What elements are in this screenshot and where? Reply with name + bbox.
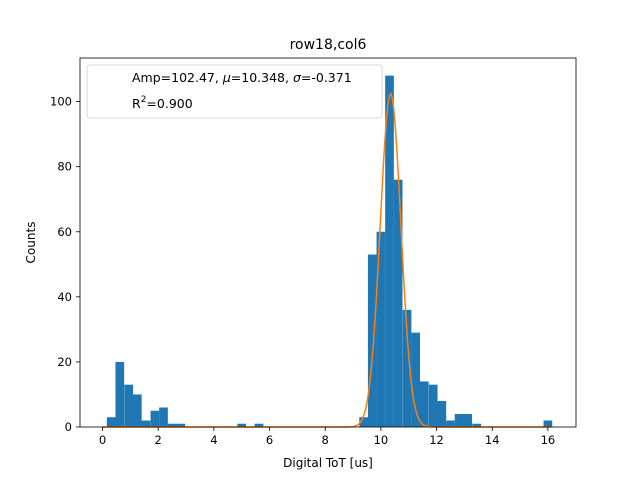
legend-amp-text: Amp=102.47, (132, 70, 223, 85)
histogram-bar (106, 417, 116, 427)
histogram-bar (115, 361, 125, 427)
x-tick-label: 4 (210, 433, 217, 447)
histogram-bar (428, 384, 438, 427)
y-tick-label: 80 (57, 160, 72, 174)
legend-r-superscript: 2 (141, 95, 147, 105)
histogram-bar (237, 423, 247, 427)
legend-sigma-text: =-0.371 (301, 70, 352, 85)
legend-mu-symbol: μ (222, 70, 231, 85)
x-tick-label: 16 (541, 433, 556, 447)
histogram-bars (106, 75, 553, 428)
legend-entry-fit-params: Amp=102.47, μ=10.348, σ=-0.371 (132, 70, 352, 85)
legend-box (86, 64, 383, 119)
y-tick-label: 100 (50, 95, 72, 109)
legend-mu-text: =10.348, (231, 70, 293, 85)
chart-title: row18,col6 (290, 37, 367, 53)
histogram-bar (359, 417, 368, 427)
histogram-bar (150, 410, 160, 427)
legend-r-value: =0.900 (146, 96, 192, 111)
histogram-bar (159, 407, 168, 427)
histogram-bar (463, 413, 473, 427)
x-tick-label: 2 (155, 433, 162, 447)
x-axis-label: Digital ToT [us] (283, 456, 373, 470)
y-tick-label: 60 (57, 225, 72, 239)
histogram-bar (385, 75, 394, 428)
x-tick-label: 12 (429, 433, 444, 447)
y-tick-label: 0 (65, 420, 72, 434)
histogram-bar (437, 400, 447, 427)
y-axis-label: Counts (24, 222, 38, 264)
histogram-bar (472, 423, 481, 427)
y-tick-label: 40 (57, 290, 72, 304)
histogram-bar (393, 179, 403, 427)
histogram-bar (543, 420, 553, 427)
x-tick-label: 6 (266, 433, 273, 447)
legend-sigma-symbol: σ (293, 70, 302, 85)
histogram-bar (254, 423, 264, 427)
x-tick-label: 0 (99, 433, 106, 447)
legend-r-text: R (132, 96, 141, 111)
histogram-bar (141, 420, 151, 427)
legend-entry-r-squared: R2=0.900 (132, 95, 193, 111)
histogram-bar (411, 332, 421, 427)
plot-frame (79, 57, 577, 428)
histogram-bar (402, 309, 412, 427)
y-axis-ticks: 0 20 40 60 80 100 (50, 95, 80, 434)
x-tick-label: 8 (322, 433, 329, 447)
histogram-bar (176, 423, 186, 427)
x-tick-label: 10 (374, 433, 389, 447)
y-tick-label: 20 (57, 355, 72, 369)
histogram-bar (376, 231, 386, 427)
histogram-bar (124, 384, 134, 427)
x-tick-label: 14 (485, 433, 500, 447)
legend: Amp=102.47, μ=10.348, σ=-0.371 R2=0.900 (86, 64, 383, 119)
gaussian-fit-line (102, 91, 551, 428)
histogram-bar (167, 423, 177, 427)
histogram-bar (132, 394, 142, 427)
histogram-bar (446, 420, 455, 427)
histogram-bar (454, 413, 464, 427)
histogram-bar (367, 254, 377, 427)
histogram-bar (419, 381, 429, 427)
x-axis-ticks: 0 2 4 6 8 10 12 14 16 (99, 427, 555, 447)
